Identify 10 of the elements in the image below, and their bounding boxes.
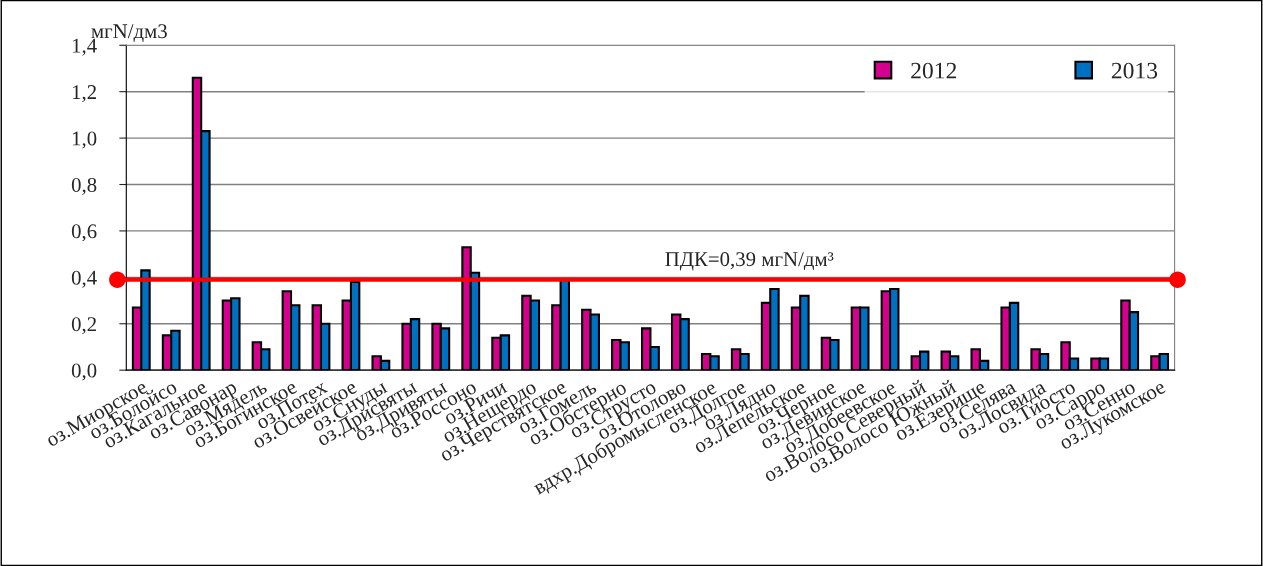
y-tick-label: 1,0 [72, 131, 97, 149]
y-tick-label: 0,8 [71, 177, 97, 195]
y-tick-label: 0,0 [71, 363, 97, 381]
y-tick-label: 1,2 [72, 85, 96, 103]
legend-label: 2013 [1111, 62, 1158, 79]
y-tick-label: 0,2 [71, 317, 96, 335]
ref-line-label: ПДК=0,39 мгN/дм³ [665, 252, 834, 271]
y-tick-label: 0,6 [71, 224, 97, 242]
legend-label: 2012 [911, 62, 957, 79]
y-tick-label: 0,4 [71, 270, 97, 288]
